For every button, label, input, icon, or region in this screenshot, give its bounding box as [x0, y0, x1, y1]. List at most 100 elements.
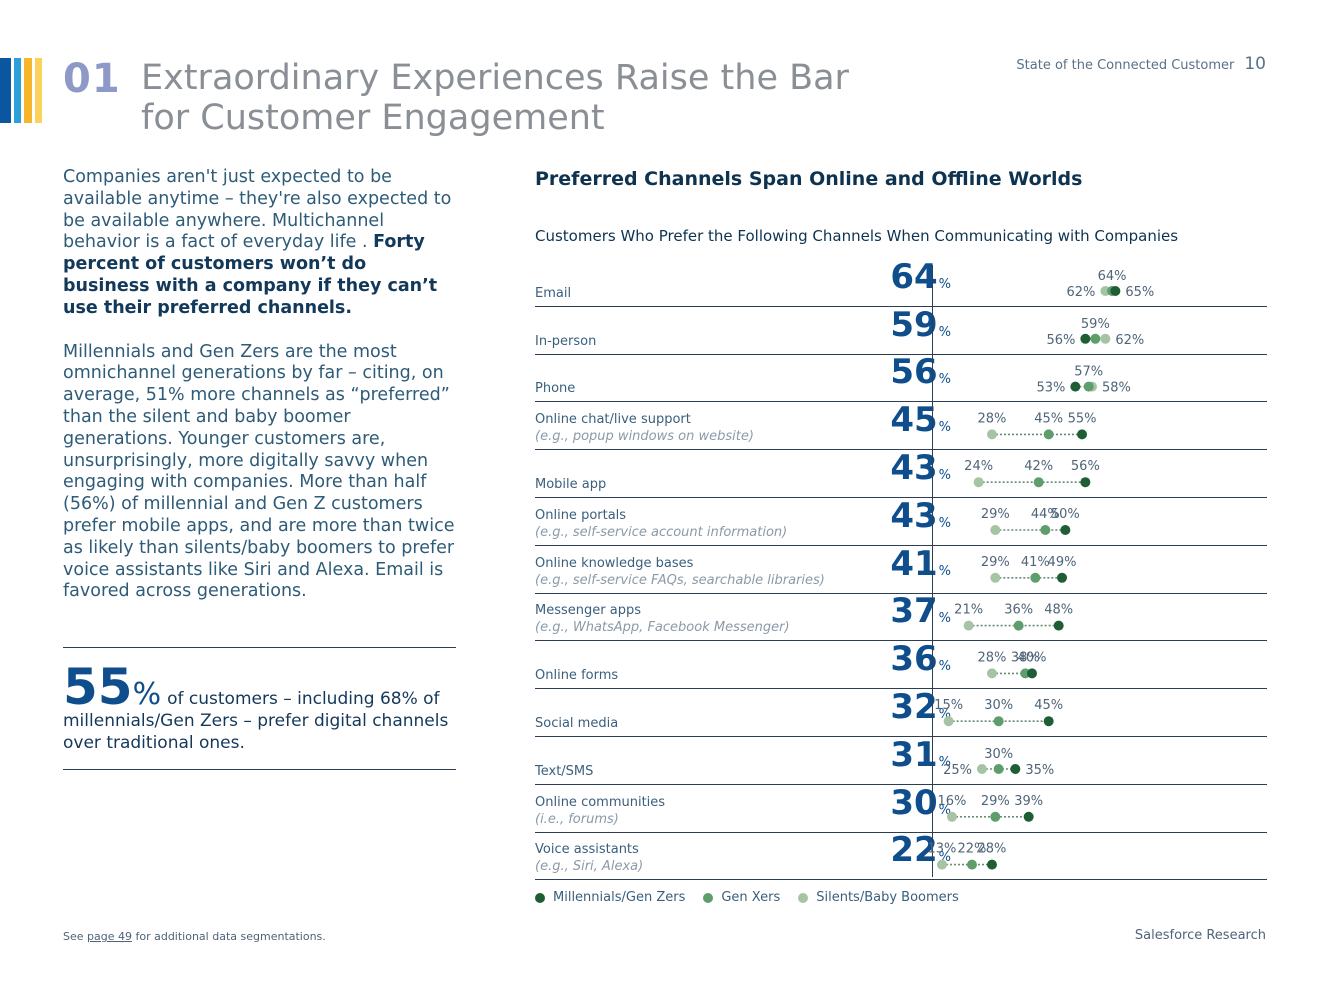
row-total-number: 37: [890, 591, 938, 632]
row-total-percent-sign: %: [938, 611, 951, 627]
intro-paragraph-1: Companies aren't just expected to be ava…: [63, 167, 458, 320]
row-label-note: (i.e., forums): [535, 811, 619, 827]
row-total-percent-sign: %: [938, 563, 951, 579]
legend-dot-silents: [798, 892, 809, 903]
row-label-text: Online knowledge bases: [535, 555, 694, 571]
chart-legend: Millennials/Gen Zers Gen Xers Silents/Ba…: [535, 890, 959, 905]
row-total-value: 41%: [890, 545, 951, 591]
footer-brand: Salesforce Research: [1134, 928, 1266, 943]
row-label-note: (e.g., popup windows on website): [535, 429, 754, 445]
chart-row: Phone 56%: [535, 353, 1267, 403]
row-total-value: 31%: [890, 736, 951, 782]
brand-stripes: [0, 58, 42, 123]
row-total-value: 43%: [890, 449, 951, 495]
row-label-text: Email: [535, 285, 572, 301]
row-total-number: 45: [890, 400, 938, 441]
row-total-number: 43: [890, 495, 938, 536]
chart-row: Messenger apps (e.g., WhatsApp, Facebook …: [535, 592, 1267, 642]
chart-row: Online chat/live support (e.g., popup win…: [535, 400, 1267, 451]
row-label-text: Online portals: [535, 507, 627, 523]
chart-divider: [932, 265, 933, 877]
row-total-value: 59%: [890, 306, 951, 352]
chart-row: Online forms 36%: [535, 640, 1267, 690]
row-label-note: (e.g., WhatsApp, Facebook Messenger): [535, 620, 790, 636]
row-total-percent-sign: %: [938, 276, 951, 292]
intro-p1-plain: Companies aren't just expected to be ava…: [63, 167, 452, 253]
row-total-percent-sign: %: [938, 324, 951, 340]
page-number: 10: [1244, 54, 1266, 74]
callout-line-1: of customers – including 68% of: [167, 689, 440, 709]
row-total-number: 41: [890, 543, 938, 584]
callout-number: 55: [63, 658, 133, 716]
legend-label-millennials: Millennials/Gen Zers: [553, 890, 686, 905]
row-total-percent-sign: %: [938, 754, 951, 770]
legend-label-silents: Silents/Baby Boomers: [816, 890, 959, 905]
stripe-1: [0, 58, 11, 123]
row-total-value: 64%: [890, 258, 951, 304]
chart-row: Social media 32%: [535, 688, 1267, 737]
callout-line-3: over traditional ones.: [63, 733, 245, 753]
row-label: Voice assistants (e.g., Siri, Alexa): [535, 841, 643, 875]
chart-row: Online communities (i.e., forums) 30%: [535, 784, 1267, 833]
row-total-number: 59: [890, 304, 938, 345]
row-label-note: (e.g., Siri, Alexa): [535, 859, 644, 875]
title-line-2: for Customer Engagement: [141, 98, 605, 138]
chart-row: Online knowledge bases (e.g., self-servic…: [535, 545, 1267, 594]
row-label-note: (e.g., self-service FAQs, searchable lib…: [535, 572, 825, 588]
row-total-value: 56%: [890, 353, 951, 399]
row-total-number: 22: [890, 830, 938, 871]
section-number: 01: [63, 56, 121, 102]
row-total-percent-sign: %: [938, 515, 951, 531]
row-label: Messenger apps (e.g., WhatsApp, Facebook …: [535, 602, 790, 636]
chart-row: In-person 59%: [535, 306, 1267, 355]
row-label-text: Online chat/live support: [535, 412, 691, 428]
intro-p1-bold: Forty percent of customers won’t do busi…: [63, 232, 438, 318]
row-total-value: 32%: [890, 688, 951, 734]
row-total-value: 36%: [890, 640, 951, 686]
stat-callout: 55% of customers – including 68% of mille…: [63, 647, 456, 770]
row-total-value: 37%: [890, 592, 951, 638]
row-label: Online communities (i.e., forums): [535, 794, 665, 828]
intro-paragraph-2: Millennials and Gen Zers are the most om…: [63, 341, 455, 602]
row-total-percent-sign: %: [938, 706, 951, 722]
callout-percent-sign: %: [132, 677, 162, 712]
row-label: Online knowledge bases (e.g., self-servic…: [535, 555, 825, 589]
row-total-value: 43%: [890, 497, 951, 543]
intro-text: Companies aren't just expected to be ava…: [63, 167, 458, 603]
stripe-4: [35, 58, 42, 123]
row-total-percent-sign: %: [938, 802, 951, 818]
row-total-number: 31: [890, 734, 938, 775]
row-total-percent-sign: %: [938, 850, 951, 866]
row-label: In-person: [535, 333, 596, 350]
row-label-text: Phone: [535, 381, 576, 397]
row-label-note: (e.g., self-service account information): [535, 524, 788, 540]
chart-row: Online portals (e.g., self-service accoun…: [535, 497, 1267, 546]
row-total-number: 43: [890, 447, 938, 488]
row-total-number: 30: [890, 782, 938, 823]
row-label: Online portals (e.g., self-service accoun…: [535, 507, 787, 541]
row-total-percent-sign: %: [938, 420, 951, 436]
chart-row: Mobile app 43%: [535, 449, 1267, 498]
chart-subtitle: Customers Who Prefer the Following Chann…: [535, 227, 1179, 245]
row-total-percent-sign: %: [938, 372, 951, 388]
row-label-text: Text/SMS: [535, 763, 594, 779]
footnote-page-link[interactable]: page 49: [87, 930, 132, 943]
chart-row: Email 64%: [535, 258, 1267, 307]
row-label: Online forms: [535, 667, 618, 684]
footnote-suffix: for additional data segmentations.: [131, 930, 326, 943]
row-label: Social media: [535, 715, 618, 732]
callout-line-2: millennials/Gen Zers – prefer digital ch…: [63, 711, 449, 731]
row-label-text: Online communities: [535, 794, 666, 810]
row-label: Mobile app: [535, 476, 606, 493]
page-title: Extraordinary Experiences Raise the Bar …: [141, 58, 849, 138]
legend-item-silents: Silents/Baby Boomers: [798, 890, 959, 905]
footnote-prefix: See: [63, 930, 88, 943]
row-total-number: 32: [890, 686, 938, 727]
row-label: Phone: [535, 380, 575, 397]
row-label: Text/SMS: [535, 763, 593, 780]
legend-item-millennials: Millennials/Gen Zers: [535, 890, 685, 905]
legend-dot-genx: [703, 892, 714, 903]
report-header: State of the Connected Customer 10: [1016, 54, 1266, 74]
chart-title: Preferred Channels Span Online and Offli…: [535, 168, 1083, 190]
row-total-number: 64: [890, 256, 938, 297]
